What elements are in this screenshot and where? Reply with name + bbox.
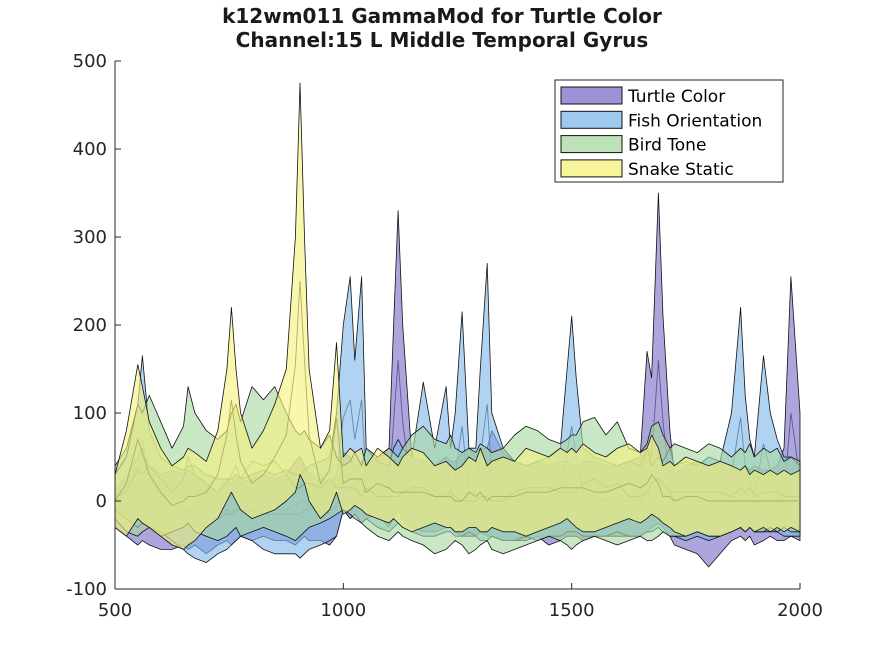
y-tick-label: 100: [73, 403, 107, 424]
y-tick-label: 0: [96, 491, 107, 512]
legend-label-bird-tone: Bird Tone: [628, 136, 706, 156]
x-tick-label: 1500: [549, 600, 595, 621]
legend-swatch-bird-tone: [560, 135, 623, 154]
series-mean-snake-static: [114, 280, 800, 506]
y-tick-label: 500: [73, 51, 107, 72]
chart-title-block: k12wm011 GammaMod for Turtle Color Chann…: [0, 4, 884, 52]
legend-swatch-snake-static: [560, 159, 623, 178]
chart-title: k12wm011 GammaMod for Turtle Color: [222, 4, 662, 28]
y-tick-label: -100: [66, 579, 107, 600]
series-layer: [114, 82, 801, 568]
x-tick-label: 1000: [320, 600, 366, 621]
y-tick-label: 300: [73, 227, 107, 248]
legend: Turtle Color Fish Orientation Bird Tone Sna…: [554, 79, 784, 183]
y-tick-label: 200: [73, 315, 107, 336]
x-tick-label: 500: [98, 600, 132, 621]
legend-label-fish-orientation: Fish Orientation: [628, 111, 762, 131]
legend-label-turtle-color: Turtle Color: [627, 87, 725, 107]
chart-subtitle: Channel:15 L Middle Temporal Gyrus: [235, 28, 649, 52]
x-tick-label: 2000: [777, 600, 823, 621]
axes: 500 1000 1500 2000 -100 0 100 200 300 400 500: [66, 51, 823, 621]
y-tick-label: 400: [73, 139, 107, 160]
legend-swatch-fish-orientation: [560, 110, 623, 129]
legend-swatch-turtle-color: [560, 86, 623, 105]
legend-label-snake-static: Snake Static: [628, 160, 734, 180]
